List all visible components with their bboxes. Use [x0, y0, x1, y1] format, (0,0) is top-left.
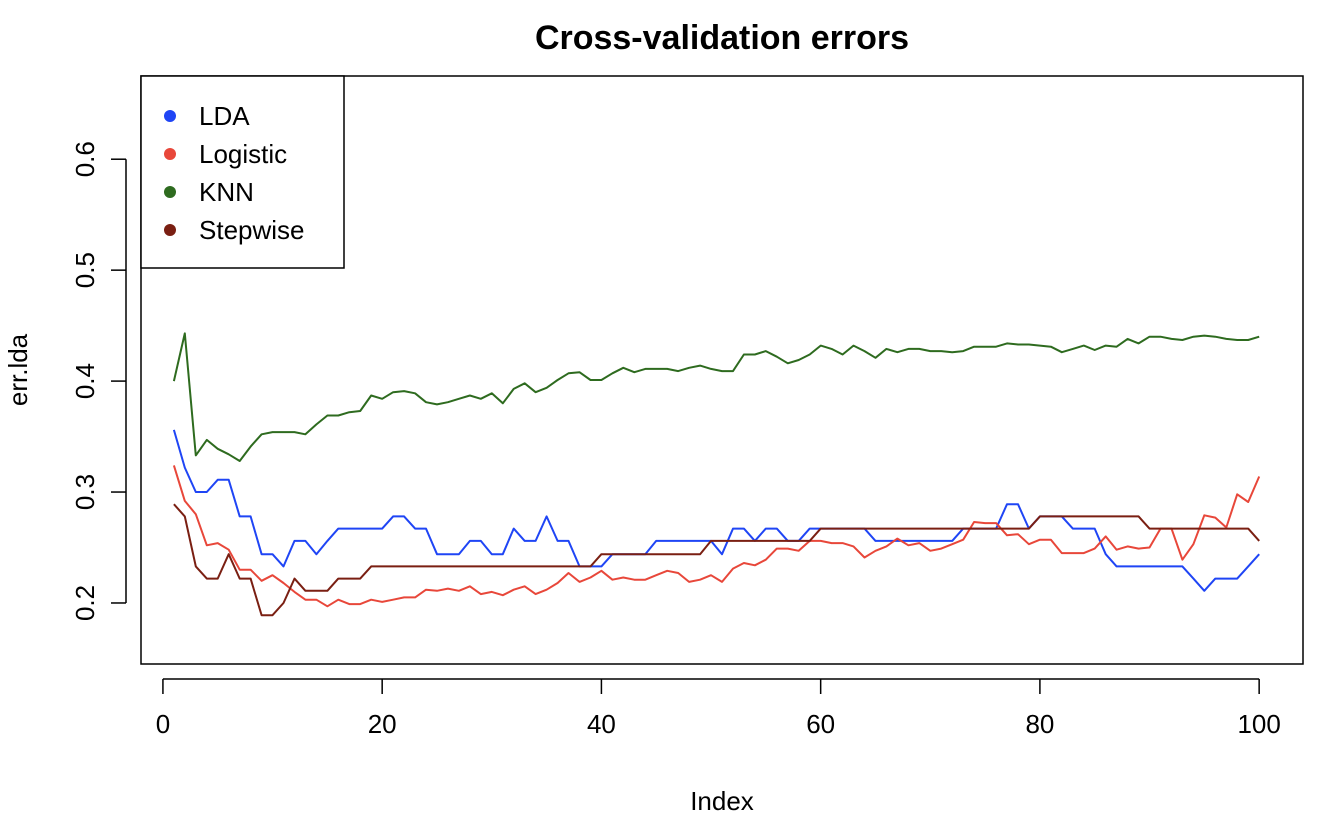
legend-item-stepwise: Stepwise: [164, 215, 305, 245]
series-line-lda: [172, 429, 1260, 592]
legend-label: KNN: [199, 177, 254, 207]
x-tick-label: 80: [1025, 709, 1054, 739]
legend-marker: [164, 224, 176, 236]
legend-box: [140, 75, 345, 269]
y-tick-label: 0.4: [70, 363, 100, 399]
series-layer: [172, 332, 1261, 617]
legend-marker: [164, 148, 176, 160]
series-line-stepwise: [173, 503, 1260, 617]
series-line-logistic: [172, 465, 1261, 608]
x-tick-label: 60: [806, 709, 835, 739]
x-axis: 0 20 40 60 80 100: [156, 678, 1281, 739]
legend-marker: [164, 110, 176, 122]
x-tick-label: 40: [587, 709, 616, 739]
y-tick-label: 0.5: [70, 252, 100, 288]
y-tick-label: 0.2: [70, 585, 100, 621]
legend-label: Stepwise: [199, 215, 305, 245]
legend: LDA Logistic KNN Stepwise: [140, 75, 345, 269]
legend-item-lda: LDA: [164, 101, 250, 131]
y-tick-label: 0.3: [70, 474, 100, 510]
legend-label: LDA: [199, 101, 250, 131]
legend-item-knn: KNN: [164, 177, 254, 207]
x-tick-label: 0: [156, 709, 170, 739]
x-tick-label: 100: [1237, 709, 1280, 739]
x-axis-label: Index: [690, 786, 754, 816]
series-line-knn: [172, 332, 1260, 462]
chart-title: Cross-validation errors: [535, 19, 909, 57]
legend-marker: [164, 186, 176, 198]
y-tick-label: 0.6: [70, 141, 100, 177]
x-tick-label: 20: [368, 709, 397, 739]
y-axis: 0.2 0.3 0.4 0.5 0.6: [70, 141, 127, 621]
y-axis-label: err.lda: [3, 333, 33, 406]
plot-frame: [140, 75, 1304, 665]
legend-item-logistic: Logistic: [164, 139, 287, 169]
legend-label: Logistic: [199, 139, 287, 169]
